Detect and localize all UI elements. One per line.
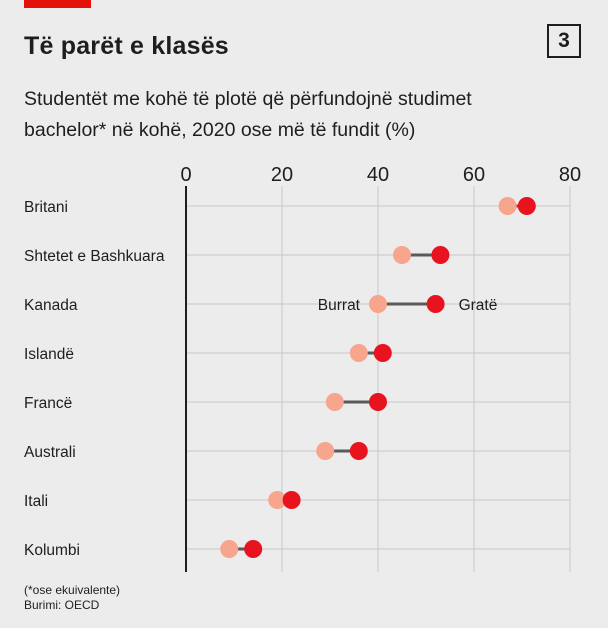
category-label: Itali: [24, 493, 48, 510]
point-men: [498, 197, 517, 215]
category-label: Islandë: [24, 346, 74, 363]
category-label: Kolumbi: [24, 542, 80, 559]
category-label: Kanada: [24, 297, 78, 314]
point-women: [517, 197, 536, 215]
point-women: [426, 295, 445, 313]
point-men: [325, 393, 344, 411]
series-label-men: Burrat: [318, 297, 361, 314]
point-men: [268, 491, 287, 509]
subtitle-line-2: bachelor* në kohë, 2020 ose më të fundit…: [24, 119, 416, 141]
footnote-note: (*ose ekuivalente): [24, 583, 121, 597]
x-tick-label: 40: [367, 164, 389, 186]
x-tick-label: 20: [271, 164, 293, 186]
point-men: [349, 344, 368, 362]
point-women: [282, 491, 301, 509]
point-men: [316, 442, 335, 460]
point-women: [431, 246, 450, 264]
chart-subtitle: Studentët me kohë të plotë që përfundojn…: [24, 84, 584, 146]
point-women: [244, 540, 263, 558]
source-note: Burimi: OECD: [24, 598, 100, 612]
category-label: Francë: [24, 395, 72, 412]
point-women: [369, 393, 387, 411]
category-label: Shtetet e Bashkuara: [24, 248, 165, 265]
chart-title: Të parët e klasës: [24, 32, 229, 60]
point-men: [369, 295, 387, 313]
category-label: Britani: [24, 199, 68, 216]
point-women: [349, 442, 368, 460]
subtitle-line-1: Studentët me kohë të plotë që përfundojn…: [24, 88, 472, 110]
x-tick-label: 80: [559, 164, 581, 186]
accent-bar: [24, 0, 91, 8]
chart-number-badge: 3: [547, 24, 581, 58]
point-men: [220, 540, 239, 558]
x-tick-label: 60: [463, 164, 485, 186]
series-label-women: Gratë: [459, 297, 498, 314]
category-label: Australi: [24, 444, 76, 461]
x-tick-label: 0: [180, 164, 191, 186]
point-women: [373, 344, 392, 362]
point-men: [393, 246, 411, 264]
footnote: (*ose ekuivalente) Burimi: OECD: [24, 583, 120, 613]
